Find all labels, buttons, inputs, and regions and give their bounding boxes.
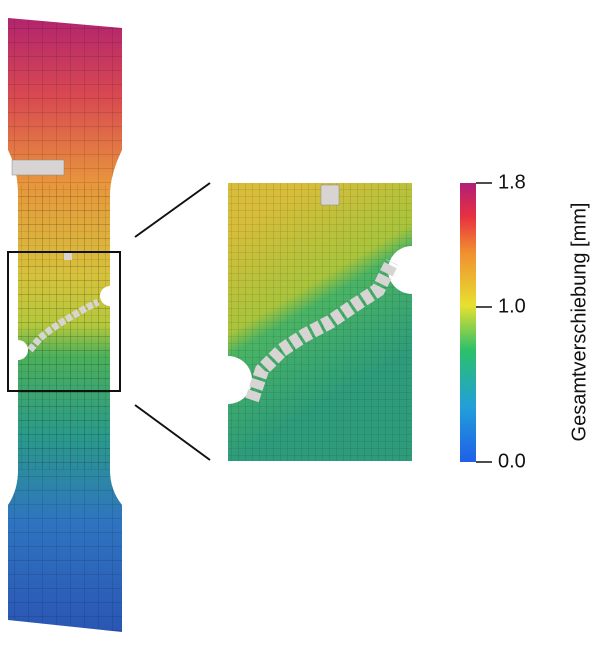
tick-label: 1.8: [498, 171, 526, 193]
zoom-line: [134, 404, 211, 461]
tick-label: 1.0: [498, 295, 526, 317]
zoom-line: [134, 182, 211, 238]
zoom-view: [204, 183, 436, 461]
colorbar: [460, 183, 476, 462]
specimen: [7, 18, 122, 632]
tick-label: 0.0: [498, 450, 526, 472]
colorbar-title: Gesamtverschiebung [mm]: [568, 203, 590, 442]
